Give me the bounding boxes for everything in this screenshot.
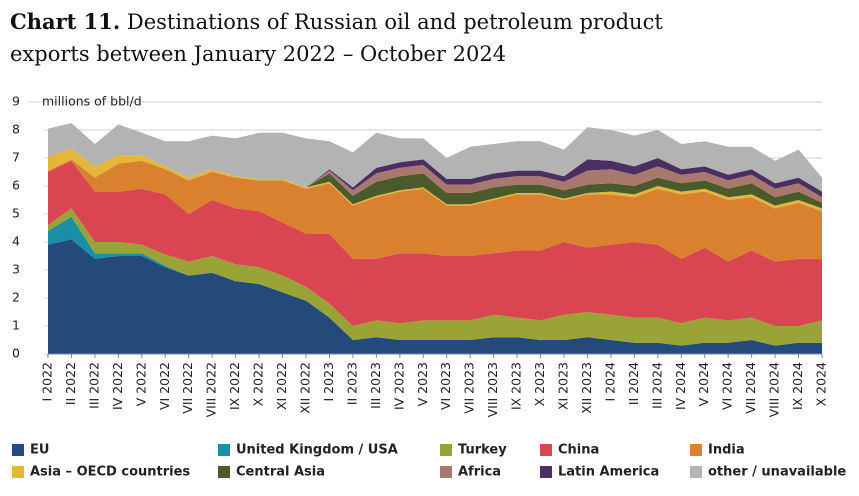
area [48, 123, 822, 192]
x-tick-label: VIII 2023 [485, 362, 500, 417]
x-tick-label: V 2023 [415, 362, 430, 406]
x-tick-label: XI 2022 [274, 362, 289, 410]
x-tick-label: II 2022 [63, 362, 78, 405]
legend-label: India [708, 443, 745, 458]
x-tick-label: VI 2022 [157, 362, 172, 410]
legend-label: other / unavailable [708, 465, 846, 480]
legend-label: Central Asia [236, 465, 325, 480]
x-tick-label: III 2024 [649, 362, 664, 409]
area [48, 159, 822, 262]
y-axis-label: millions of bbl/d [42, 94, 142, 109]
title-text: Destinations of Russian oil and petroleu… [10, 10, 663, 66]
x-tick-label: VIII 2024 [767, 362, 782, 417]
x-tick-label: XI 2023 [556, 362, 571, 410]
area [48, 239, 822, 354]
legend-swatch [218, 466, 230, 478]
x-tick-label: I 2023 [321, 362, 336, 401]
x-tick-label: IV 2022 [110, 362, 125, 410]
chart-title: Chart 11. Destinations of Russian oil an… [10, 6, 710, 70]
x-tick-label: V 2022 [133, 362, 148, 406]
legend-label: Turkey [458, 443, 507, 458]
x-tick-label: I 2022 [40, 362, 55, 401]
y-tick-label: 9 [12, 94, 20, 109]
y-tick-label: 4 [12, 234, 20, 249]
area [48, 160, 822, 326]
x-tick-label: XII 2023 [579, 362, 594, 414]
x-tick-label: VII 2024 [743, 362, 758, 414]
x-tick-label: VI 2023 [438, 362, 453, 410]
legend-label: Latin America [558, 465, 659, 480]
legend-swatch [12, 466, 24, 478]
x-tick-label: I 2024 [602, 362, 617, 402]
x-tick-label: X 2023 [532, 362, 547, 406]
area [48, 148, 822, 203]
legend-swatch [12, 444, 24, 456]
legend-swatch [440, 466, 452, 478]
legend-swatch [690, 466, 702, 478]
x-tick-label: III 2023 [368, 362, 383, 409]
x-tick-label: IX 2022 [227, 362, 242, 410]
x-tick-label: II 2023 [344, 362, 359, 405]
legend-label: EU [30, 443, 49, 458]
x-tick-label: VIII 2022 [204, 362, 219, 417]
x-tick-label: IV 2024 [673, 362, 688, 410]
y-tick-label: 8 [12, 122, 20, 137]
x-tick-label: X 2024 [814, 362, 829, 406]
legend: EU United Kingdom / USA Turkey China India As… [12, 443, 846, 480]
legend-label: United Kingdom / USA [236, 443, 398, 458]
x-tick-label: V 2024 [696, 362, 711, 406]
y-tick-label: 6 [12, 178, 20, 193]
legend-swatch [440, 444, 452, 456]
x-tick-label: II 2024 [626, 362, 641, 405]
y-tick-label: 2 [12, 290, 20, 305]
area [48, 148, 822, 198]
legend-swatch [540, 466, 552, 478]
legend-label: Asia – OECD countries [30, 465, 190, 480]
area [48, 208, 822, 346]
x-tick-label: IV 2023 [391, 362, 406, 410]
x-tick-label: VII 2022 [180, 362, 195, 414]
x-tick-label: XII 2022 [298, 362, 313, 414]
legend-label: Africa [458, 465, 501, 480]
legend-swatch [218, 444, 230, 456]
y-tick-label: 0 [12, 346, 20, 361]
x-tick-label: IX 2023 [509, 362, 524, 410]
x-tick-label: VI 2024 [720, 362, 735, 410]
area [48, 148, 822, 212]
y-tick-label: 1 [12, 318, 20, 333]
legend-label: China [558, 443, 599, 458]
title-label: Chart 11. [10, 9, 121, 34]
y-tick-label: 3 [12, 262, 20, 277]
y-tick-label: 7 [12, 150, 20, 165]
x-tick-label: X 2022 [251, 362, 266, 406]
x-tick-label: VII 2023 [462, 362, 477, 414]
area [48, 148, 822, 209]
legend-swatch [540, 444, 552, 456]
y-tick-label: 5 [12, 206, 20, 221]
legend-swatch [690, 444, 702, 456]
x-tick-label: III 2022 [86, 362, 101, 409]
x-tick-label: IX 2024 [790, 362, 805, 410]
